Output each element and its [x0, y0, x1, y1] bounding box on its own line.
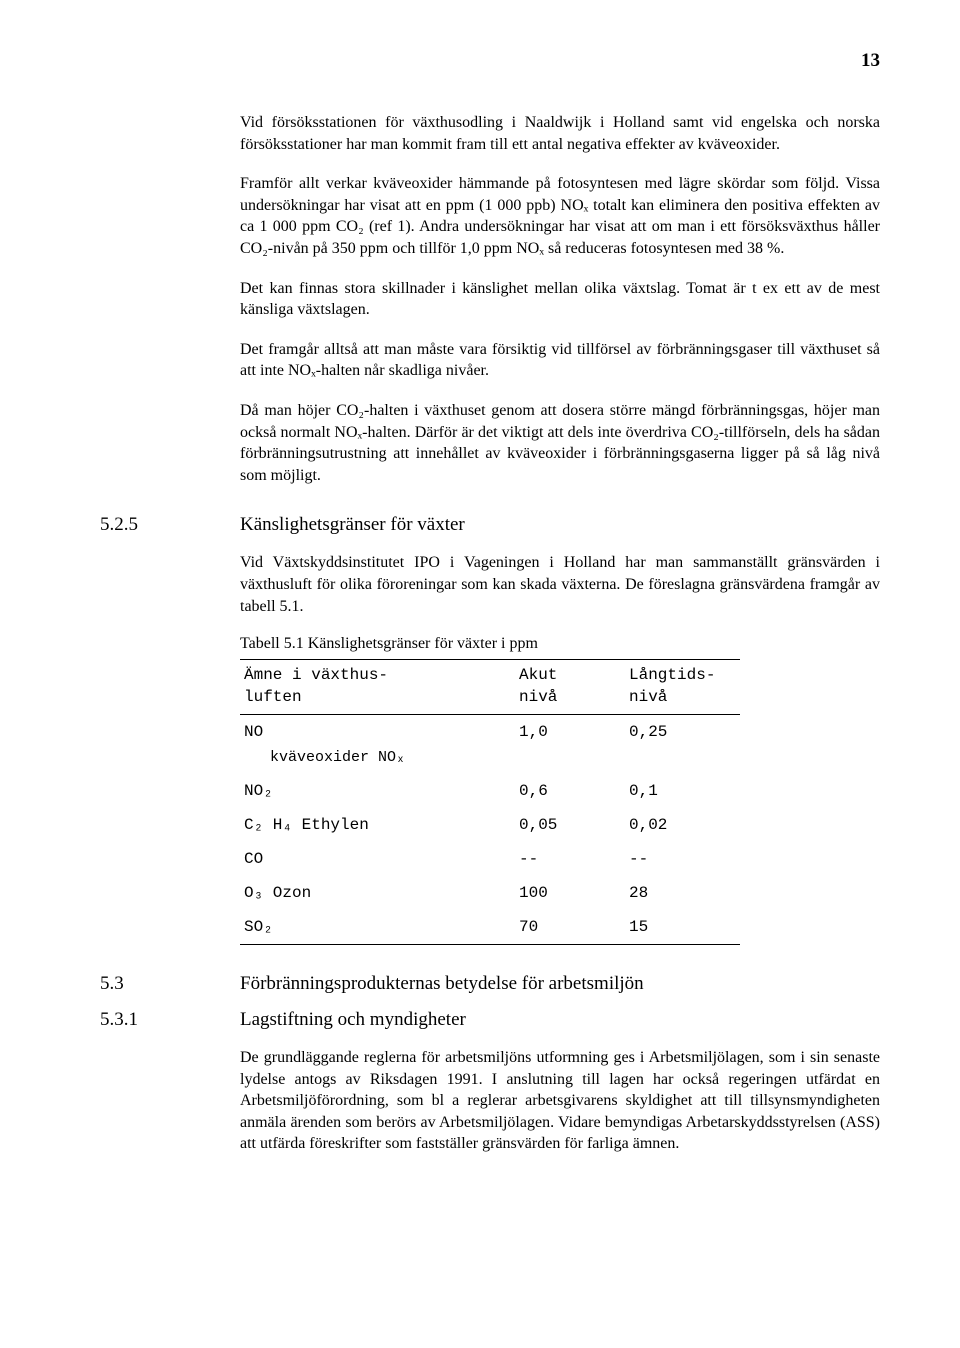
section-title: Lagstiftning och myndigheter	[240, 1009, 466, 1031]
paragraph: Då man höjer CO₂-halten i växthuset geno…	[240, 400, 880, 486]
table-header: Långtids-	[625, 660, 740, 687]
table-row: C₂ H₄ Ethylen 0,05 0,02	[240, 808, 740, 842]
section-number: 5.2.5	[100, 514, 240, 536]
paragraph: Det framgår alltså att man måste vara fö…	[240, 339, 880, 382]
table-cell: SO₂	[240, 910, 515, 945]
table-header: Akut	[515, 660, 625, 687]
table-row: NO 1,0 0,25	[240, 715, 740, 750]
table-row: NO₂ 0,6 0,1	[240, 774, 740, 808]
paragraph: Vid försöksstationen för växthusodling i…	[240, 112, 880, 155]
page-number: 13	[100, 50, 880, 72]
table-header: Ämne i växthus-	[240, 660, 515, 687]
table-cell: O₃ Ozon	[240, 876, 515, 910]
table-row: O₃ Ozon 100 28	[240, 876, 740, 910]
section-heading: 5.3 Förbränningsprodukternas betydelse f…	[100, 973, 880, 995]
section-number: 5.3	[100, 973, 240, 995]
table-cell: 70	[515, 910, 625, 945]
section-heading: 5.2.5 Känslighetsgränser för växter	[100, 514, 880, 536]
table-cell: C₂ H₄ Ethylen	[240, 808, 515, 842]
table: Ämne i växthus- Akut Långtids- luften ni…	[240, 659, 740, 945]
table-row: CO -- --	[240, 842, 740, 876]
table-cell: 0,1	[625, 774, 740, 808]
table-header: luften	[240, 686, 515, 715]
table-cell: 0,02	[625, 808, 740, 842]
table-header: nivå	[625, 686, 740, 715]
table-cell: 0,05	[515, 808, 625, 842]
table-caption: Tabell 5.1 Känslighetsgränser för växter…	[240, 635, 880, 653]
table-cell: CO	[240, 842, 515, 876]
page: 13 Vid försöksstationen för växthusodlin…	[0, 0, 960, 1233]
paragraph: Vid Växtskyddsinstitutet IPO i Vageninge…	[240, 552, 880, 617]
table-cell: --	[515, 842, 625, 876]
section-title: Förbränningsprodukternas betydelse för a…	[240, 973, 644, 995]
table-note: kväveoxider NOₓ	[240, 749, 740, 774]
table-cell: --	[625, 842, 740, 876]
table-cell: 28	[625, 876, 740, 910]
table-header: nivå	[515, 686, 625, 715]
table-cell: 1,0	[515, 715, 625, 750]
table-cell: NO	[240, 715, 515, 750]
section-title: Känslighetsgränser för växter	[240, 514, 465, 536]
table-cell: 0,6	[515, 774, 625, 808]
section-number: 5.3.1	[100, 1009, 240, 1031]
table-cell: 100	[515, 876, 625, 910]
table-cell: NO₂	[240, 774, 515, 808]
table-note-row: kväveoxider NOₓ	[240, 749, 740, 774]
paragraph: De grundläggande reglerna för arbetsmilj…	[240, 1047, 880, 1155]
table-row: SO₂ 70 15	[240, 910, 740, 945]
section-heading: 5.3.1 Lagstiftning och myndigheter	[100, 1009, 880, 1031]
table-cell: 15	[625, 910, 740, 945]
paragraph: Framför allt verkar kväveoxider hämmande…	[240, 173, 880, 259]
table-cell: 0,25	[625, 715, 740, 750]
paragraph: Det kan finnas stora skillnader i känsli…	[240, 278, 880, 321]
